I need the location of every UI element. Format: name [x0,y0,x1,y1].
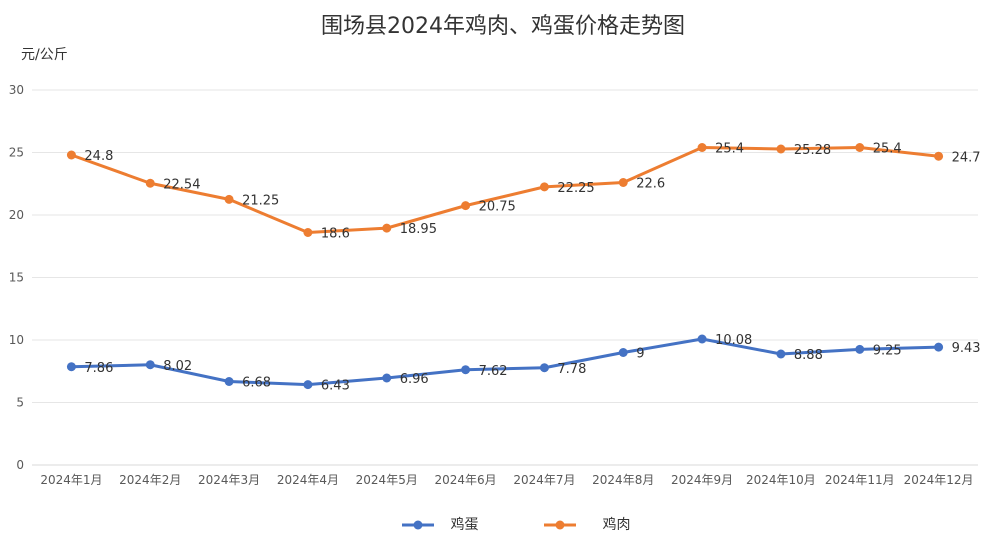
data-point [224,377,234,386]
data-point [66,362,76,372]
data-label: 18.6 [321,227,350,242]
data-label: 7.62 [479,364,508,379]
x-tick-label: 2024年5月 [356,473,418,487]
data-point [934,151,944,161]
data-point [697,143,707,152]
data-point [855,344,865,354]
data-label: 22.6 [636,177,665,192]
data-point [776,349,786,359]
data-label: 25.4 [715,142,744,157]
y-tick-label: 15 [9,271,24,285]
x-tick-label: 2024年10月 [746,473,816,487]
data-label: 22.25 [557,181,594,196]
data-label: 21.25 [242,193,279,208]
data-label: 24.8 [84,149,113,164]
data-point [461,365,471,375]
y-tick-label: 20 [9,208,24,222]
data-point [66,150,76,160]
data-point [145,178,155,188]
x-tick-label: 2024年3月 [198,473,260,487]
x-tick-label: 2024年6月 [434,473,496,487]
data-point [539,363,549,373]
data-label: 18.95 [400,222,437,237]
data-label: 9 [636,347,644,362]
x-tick-label: 2024年12月 [904,473,974,487]
data-point [224,194,234,204]
data-label: 7.86 [84,361,113,376]
x-tick-label: 2024年1月 [40,473,102,487]
data-label: 20.75 [479,200,516,215]
data-label: 24.7 [952,150,981,165]
x-tick-label: 2024年9月 [671,473,733,487]
x-tick-label: 2024年8月 [592,473,654,487]
series-group [66,143,944,390]
data-label: 6.43 [321,379,350,394]
x-tick-label: 2024年7月 [513,473,575,487]
y-tick-label: 10 [9,333,24,347]
series-line-1 [70,146,939,234]
data-point [776,144,786,154]
data-label: 6.96 [400,372,429,387]
x-axis-ticks: 2024年1月 2024年2月 2024年3月 2024年4月 2024年5月 2024年… [40,473,973,487]
data-label: 8.88 [794,348,823,363]
data-point [303,228,313,237]
data-label: 22.54 [163,177,200,192]
chart-title: 围场县2024年鸡肉、鸡蛋价格走势图 [321,14,685,39]
data-point [855,143,865,152]
data-point [382,223,392,233]
data-point [382,373,392,383]
y-tick-label: 5 [16,396,24,410]
y-axis-unit-label: 元/公斤 [21,47,68,63]
y-tick-label: 30 [9,83,24,97]
y-axis-ticks: 0 5 10 15 20 25 30 [9,83,24,472]
data-point [145,360,155,370]
data-point [934,342,944,352]
x-tick-label: 2024年11月 [825,473,895,487]
data-label: 8.02 [163,359,192,374]
data-label: 7.78 [557,362,586,377]
data-label: 25.4 [873,142,902,157]
data-labels-group: 7.86 8.02 6.68 6.43 6.96 7.62 7.78 9 10.08 8.88 9.… [84,142,980,394]
x-tick-label: 2024年4月 [277,473,339,487]
data-point [539,182,549,192]
data-point [697,334,707,344]
data-label: 25.28 [794,143,831,158]
y-tick-label: 25 [9,146,24,160]
data-label: 9.25 [873,343,902,358]
data-point [618,348,628,357]
data-point [618,178,628,187]
data-point [303,380,313,390]
data-label: 6.68 [242,376,271,391]
y-tick-label: 0 [16,458,24,472]
series-line-0 [71,337,939,387]
data-label: 10.08 [715,333,752,348]
x-tick-label: 2024年2月 [119,473,181,487]
data-point [461,201,471,211]
gridlines [32,89,978,466]
data-label: 9.43 [952,341,981,356]
